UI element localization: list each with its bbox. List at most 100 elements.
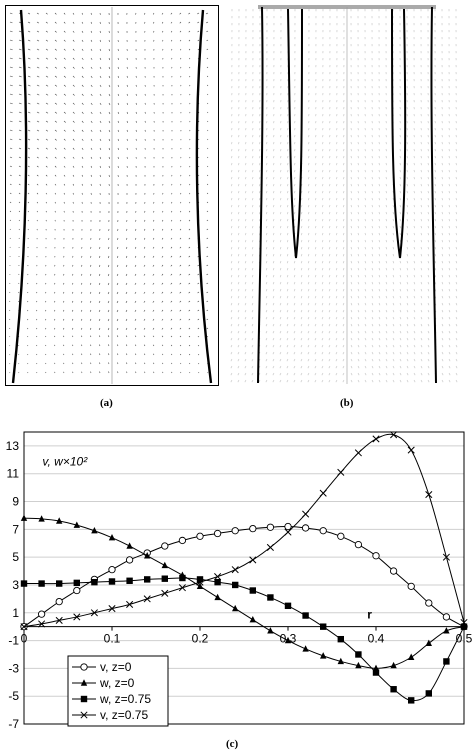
panel-a-vector-arrows <box>9 12 209 374</box>
y-tick-label: -7 <box>8 717 19 731</box>
legend: v, z=0 w, z=0 w, z=0.75 v, z=0.75 <box>67 655 169 727</box>
data-point-triangle <box>20 514 28 521</box>
legend-marker-x <box>80 711 88 719</box>
y-tick-label: 5 <box>12 550 19 564</box>
data-point-x <box>55 616 63 624</box>
series-line-circle <box>23 526 465 628</box>
data-point-circle <box>266 523 275 531</box>
series-line-x <box>23 433 465 628</box>
y-tick-label: 13 <box>6 439 20 453</box>
series-line-triangle <box>23 517 465 669</box>
annotation-r: r <box>367 607 372 621</box>
data-point-triangle <box>56 517 63 524</box>
data-point-triangle <box>337 657 344 665</box>
data-point-square <box>232 581 239 589</box>
y-tick-label: 7 <box>12 522 19 536</box>
series-circle <box>20 522 468 631</box>
data-point-circle <box>354 540 363 549</box>
data-point-x <box>284 528 292 536</box>
data-point-circle <box>108 566 116 574</box>
data-point-square <box>443 658 450 665</box>
panel-b-vector-field <box>228 3 466 388</box>
data-point-triangle <box>302 645 309 652</box>
data-point-circle <box>231 527 239 535</box>
data-point-x <box>319 489 327 497</box>
data-point-square <box>20 580 28 587</box>
data-point-triangle <box>408 653 415 660</box>
y-tick-label: 1 <box>12 606 19 620</box>
data-point-circle <box>284 522 292 531</box>
data-point-square <box>408 697 415 704</box>
data-point-x <box>143 595 151 603</box>
data-point-circle <box>442 613 451 621</box>
data-point-circle <box>161 542 169 550</box>
data-point-circle <box>389 567 398 575</box>
data-point-circle <box>37 610 46 618</box>
data-point-x <box>108 605 116 613</box>
data-point-x <box>178 584 186 592</box>
series-x <box>20 431 468 631</box>
data-point-square <box>284 602 292 610</box>
panel-b-right-wall-contour <box>430 6 437 384</box>
panel-a-vector-field <box>5 5 219 386</box>
x-tick-label: 0 <box>21 632 28 646</box>
data-point-square <box>320 623 327 630</box>
panel-b-vector-arrows <box>230 8 458 383</box>
data-point-x <box>425 491 433 499</box>
y-tick-label: -3 <box>8 661 19 675</box>
data-point-triangle <box>232 604 239 612</box>
data-point-square <box>73 579 80 587</box>
data-point-x <box>460 618 468 627</box>
data-point-square <box>144 576 151 583</box>
data-point-x <box>302 510 310 518</box>
data-point-square <box>355 651 362 658</box>
data-point-circle <box>249 524 257 533</box>
x-tick-label: 0.2 <box>192 632 209 646</box>
data-point-triangle <box>38 515 45 522</box>
panel-a-left-contour <box>11 9 28 384</box>
data-point-triangle <box>390 661 397 669</box>
panel-b-caption: (b) <box>340 397 354 409</box>
data-point-circle <box>196 532 204 540</box>
legend-label: v, z=0 <box>100 660 132 674</box>
legend-marker-triangle <box>80 679 88 686</box>
data-point-triangle <box>161 561 168 569</box>
x-tick-label: 0.4 <box>368 632 385 646</box>
data-point-triangle <box>355 661 362 669</box>
y-tick-label: 3 <box>12 578 19 592</box>
data-point-circle <box>407 582 415 590</box>
data-point-x <box>390 431 398 439</box>
data-point-triangle <box>126 542 133 549</box>
data-point-x <box>337 468 345 476</box>
data-point-x <box>231 566 239 574</box>
data-point-x <box>266 543 274 551</box>
data-point-x <box>407 446 415 454</box>
legend-label: w, z=0.75 <box>99 692 151 706</box>
data-point-triangle <box>249 616 256 623</box>
data-point-x <box>249 556 257 564</box>
data-point-triangle <box>73 521 80 528</box>
data-point-x <box>196 578 204 586</box>
data-point-triangle <box>425 639 432 647</box>
data-point-x <box>20 623 28 631</box>
data-point-triangle <box>443 627 450 634</box>
data-point-triangle <box>108 533 116 541</box>
data-point-square <box>108 578 116 585</box>
data-point-triangle <box>144 552 151 559</box>
data-point-x <box>126 600 134 608</box>
data-point-square <box>126 577 133 584</box>
data-point-square <box>425 690 432 697</box>
y-tick-label: -5 <box>8 689 19 703</box>
data-point-circle <box>73 586 81 595</box>
series-square <box>20 574 468 704</box>
data-point-circle <box>125 556 134 564</box>
data-point-square <box>267 594 274 601</box>
data-point-circle <box>425 599 433 607</box>
data-point-x <box>161 589 169 597</box>
data-point-circle <box>372 552 380 560</box>
data-point-triangle <box>267 627 274 634</box>
y-tick-label: 9 <box>12 495 19 509</box>
data-point-circle <box>319 527 327 535</box>
